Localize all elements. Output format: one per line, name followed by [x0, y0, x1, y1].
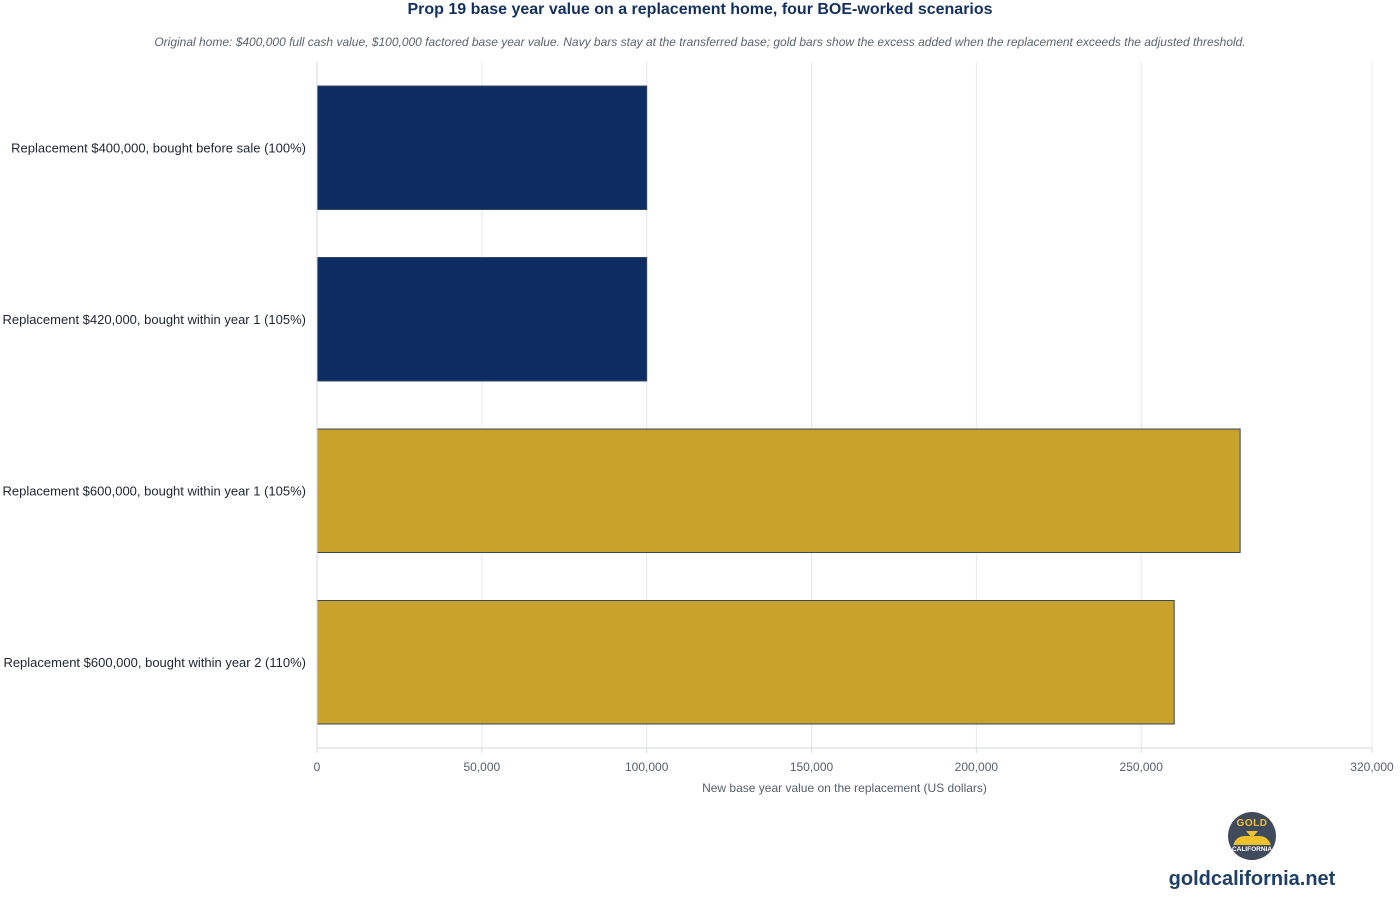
x-tick-label: 100,000: [625, 760, 669, 774]
x-tick-label: 50,000: [463, 760, 500, 774]
logo-top-text: GOLD: [1236, 818, 1268, 829]
bar: [316, 428, 1241, 553]
brand-block: GOLD CALIFORNIA goldcalifornia.net: [1166, 812, 1366, 902]
axes: [316, 62, 1373, 753]
category-labels: Replacement $400,000, bought before sale…: [2, 140, 306, 670]
gold-california-logo-icon: GOLD CALIFORNIA: [1228, 812, 1276, 860]
category-label: Replacement $420,000, bought within year…: [2, 312, 306, 327]
x-tick-labels: 0 50,000 100,000 150,000 200,000 250,000 320,0…: [314, 760, 1394, 774]
x-tick-label: 250,000: [1120, 760, 1164, 774]
logo-bottom-text: CALIFORNIA: [1231, 846, 1273, 853]
x-axis-title: New base year value on the replacement (…: [702, 781, 987, 795]
bars: [316, 85, 1241, 725]
bar: [316, 85, 648, 210]
chart-subtitle: Original home: $400,000 full cash value,…: [154, 35, 1246, 49]
bar: [316, 257, 648, 382]
category-label: Replacement $400,000, bought before sale…: [11, 140, 306, 155]
x-tick-label: 150,000: [790, 760, 834, 774]
brand-url[interactable]: goldcalifornia.net: [1168, 868, 1336, 890]
category-label: Replacement $600,000, bought within year…: [2, 483, 306, 498]
x-tick-label: 0: [314, 760, 321, 774]
category-label: Replacement $600,000, bought within year…: [3, 655, 306, 670]
chart-title: Prop 19 base year value on a replacement…: [407, 1, 993, 18]
x-tick-label: 200,000: [955, 760, 999, 774]
bar: [316, 600, 1175, 725]
x-tick-label: 320,000: [1350, 760, 1394, 774]
